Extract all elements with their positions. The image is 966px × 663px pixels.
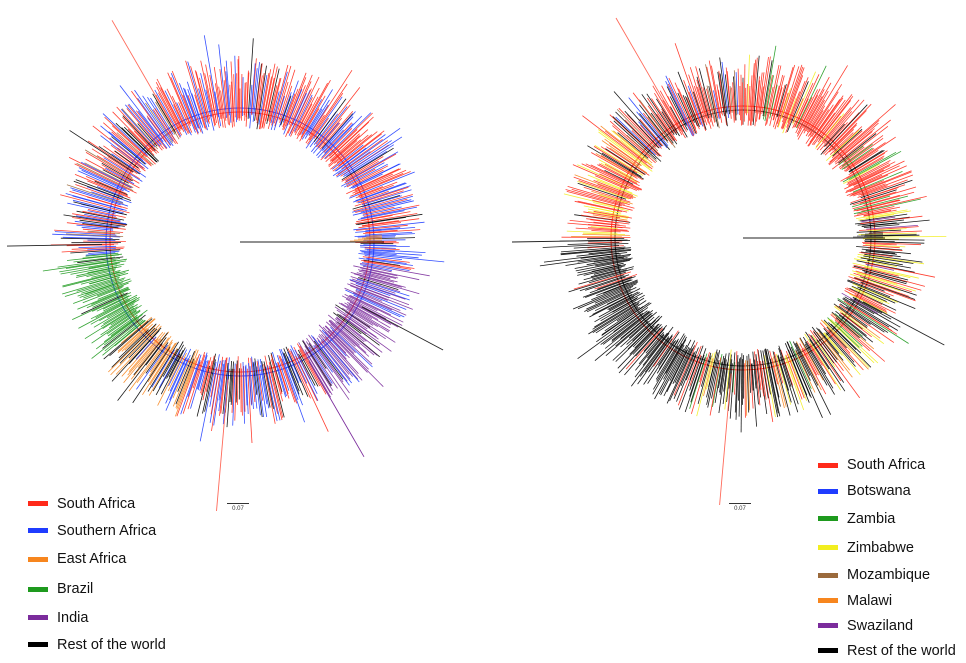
right-scale-label: 0.07	[729, 506, 751, 512]
legend-item-botswana: Botswana	[818, 478, 956, 504]
tree-tip-branch	[325, 113, 372, 159]
legend-label: Brazil	[57, 581, 93, 597]
left-legend: South Africa Southern Africa East Africa…	[28, 490, 166, 658]
tree-tip-branch	[255, 64, 262, 121]
tree-tip-branch	[309, 70, 352, 135]
right-tree-svg	[500, 0, 966, 520]
legend-label: East Africa	[57, 551, 126, 567]
tree-tip-branch	[738, 69, 739, 116]
right-scale-line	[729, 503, 751, 504]
legend-label: Zambia	[847, 511, 895, 527]
left-phylogenetic-tree	[0, 0, 480, 520]
legend-item-southern-africa: Southern Africa	[28, 517, 166, 544]
tree-tip-branch	[234, 74, 236, 117]
legend-item-india: India	[28, 604, 166, 631]
legend-item-mozambique: Mozambique	[818, 562, 956, 588]
tree-tip-branch	[242, 77, 243, 116]
legend-item-rest-of-world: Rest of the world	[28, 631, 166, 658]
legend-swatch	[28, 587, 48, 592]
legend-swatch	[28, 501, 48, 506]
tree-tip-branch	[751, 60, 756, 126]
legend-label: Swaziland	[847, 618, 913, 634]
tree-tip-branch	[168, 73, 191, 126]
left-scale-label: 0.07	[227, 506, 249, 512]
legend-label: Zimbabwe	[847, 540, 914, 556]
legend-label: Mozambique	[847, 567, 930, 583]
legend-swatch	[818, 648, 838, 653]
tree-tip-branch	[746, 360, 747, 416]
legend-label: South Africa	[847, 457, 925, 473]
legend-swatch	[818, 489, 838, 494]
tree-tip-branch	[744, 64, 745, 121]
legend-label: Rest of the world	[847, 643, 956, 659]
tree-tip-branch	[756, 76, 760, 113]
tree-tip-branch	[865, 239, 925, 240]
legend-item-east-africa: East Africa	[28, 544, 166, 574]
legend-swatch	[28, 642, 48, 647]
tree-tip-branch	[741, 353, 742, 432]
legend-swatch	[818, 516, 838, 521]
legend-swatch	[28, 557, 48, 562]
long-branch	[309, 362, 364, 457]
legend-swatch	[28, 615, 48, 620]
tree-tip-branch	[571, 236, 622, 237]
legend-swatch	[28, 528, 48, 533]
right-legend: South Africa Botswana Zambia Zimbabwe Mo…	[818, 452, 956, 663]
legend-label: Botswana	[847, 483, 911, 499]
long-branch	[616, 18, 675, 120]
left-tree-svg	[0, 0, 480, 520]
tree-tip-branch	[745, 363, 746, 418]
legend-label: Malawi	[847, 593, 892, 609]
legend-swatch	[818, 623, 838, 628]
legend-label: Rest of the world	[57, 637, 166, 653]
legend-item-south-africa: South Africa	[28, 490, 166, 517]
legend-swatch	[818, 545, 838, 550]
legend-label: India	[57, 610, 88, 626]
legend-swatch	[818, 598, 838, 603]
legend-item-rest-of-world: Rest of the world	[818, 638, 956, 663]
long-branch	[112, 20, 171, 122]
tree-tip-branch	[578, 307, 648, 358]
long-branch	[863, 302, 944, 345]
legend-label: Southern Africa	[57, 523, 156, 539]
left-scale-bar: 0.07	[227, 503, 249, 512]
outgroup-branch	[362, 237, 382, 238]
legend-item-brazil: Brazil	[28, 574, 166, 604]
legend-item-zambia: Zambia	[818, 504, 956, 533]
left-scale-line	[227, 503, 249, 504]
right-phylogenetic-tree	[500, 0, 966, 520]
legend-item-malawi: Malawi	[818, 588, 956, 613]
legend-label: South Africa	[57, 496, 135, 512]
legend-item-south-africa: South Africa	[818, 452, 956, 478]
legend-swatch	[818, 573, 838, 578]
legend-item-swaziland: Swaziland	[818, 613, 956, 638]
legend-swatch	[818, 463, 838, 468]
tree-tip-branch	[237, 73, 238, 120]
tree-tip-branch	[763, 361, 773, 422]
tree-tip-branch	[92, 319, 143, 359]
right-scale-bar: 0.07	[729, 503, 751, 512]
tree-tip-branch	[741, 75, 742, 126]
tree-tip-branch	[241, 74, 242, 121]
legend-item-zimbabwe: Zimbabwe	[818, 533, 956, 562]
tree-tip-branch	[740, 86, 741, 120]
